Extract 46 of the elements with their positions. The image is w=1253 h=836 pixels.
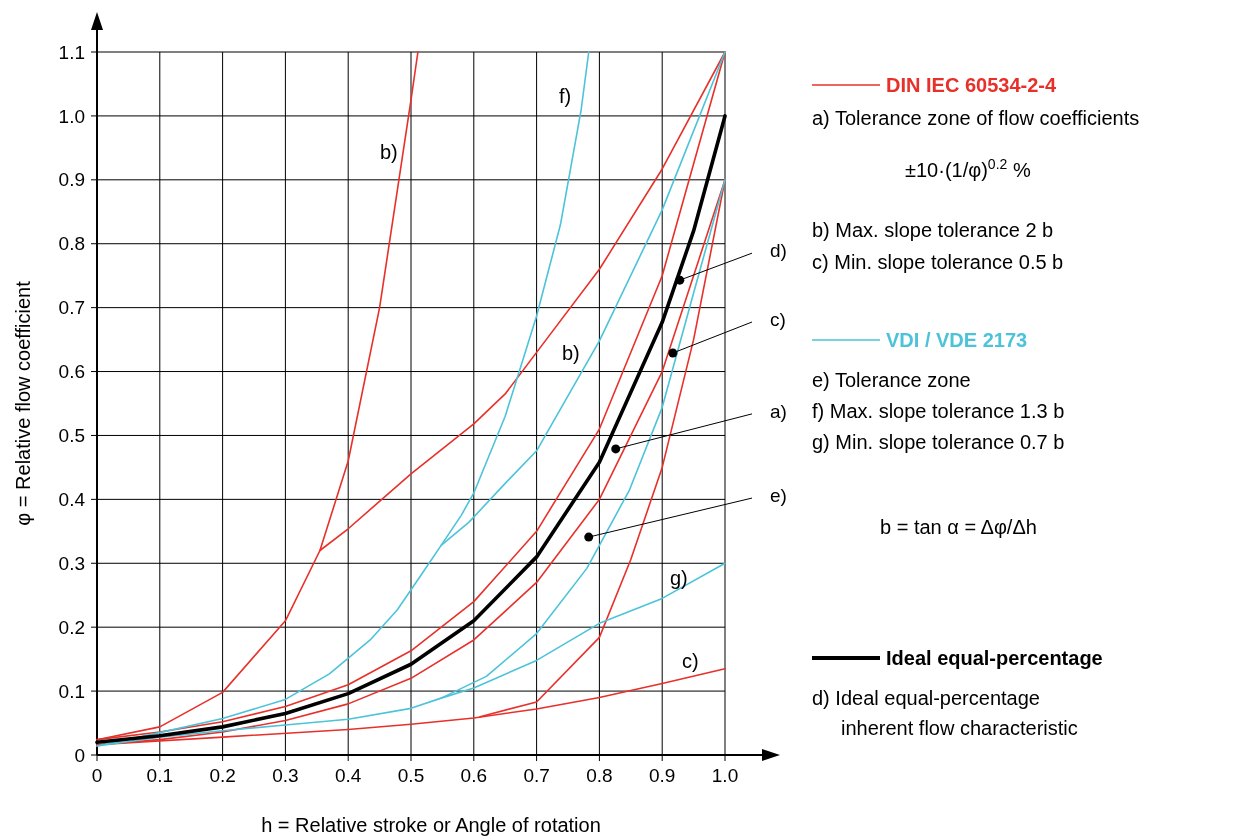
text: ±10·(1/φ)$^{0.2}$ % bbox=[905, 156, 1031, 181]
y-tick-label: 0.9 bbox=[58, 169, 85, 191]
annotation: d) bbox=[770, 239, 787, 261]
x-tick-label: 0.9 bbox=[648, 765, 676, 786]
y-tick-label: 0.4 bbox=[58, 489, 86, 511]
text: e) Tolerance zone bbox=[812, 369, 971, 391]
y-tick-label: 0.7 bbox=[58, 297, 85, 319]
legend-label: VDI / VDE 2173 bbox=[886, 329, 1028, 351]
x-tick-label: 0.1 bbox=[146, 765, 174, 786]
x-tick-label: 0.6 bbox=[460, 765, 488, 786]
y-axis-title: φ = Relative flow coefficient bbox=[12, 280, 34, 526]
annotation: f) bbox=[559, 85, 572, 107]
text: f) Max. slope tolerance 1.3 b bbox=[812, 400, 1065, 422]
x-tick-label: 0.3 bbox=[272, 765, 299, 786]
text: b = tan α = Δφ/Δh bbox=[880, 516, 1037, 538]
y-tick-label: 0.1 bbox=[58, 680, 85, 702]
legend-label: Ideal equal-percentage bbox=[886, 647, 1103, 669]
text: d) Ideal equal-percentage inherent flow characteristic bbox=[812, 687, 1078, 739]
y-tick-label: 0.6 bbox=[58, 361, 85, 383]
x-tick-label: 1.0 bbox=[711, 765, 739, 786]
y-tick-label: 0.3 bbox=[58, 552, 85, 574]
legend-label: DIN IEC 60534-2-4 bbox=[886, 74, 1057, 96]
text: g) Min. slope tolerance 0.7 b bbox=[812, 431, 1065, 453]
y-tick-label: 0 bbox=[74, 744, 85, 766]
annotation: b) bbox=[380, 141, 398, 163]
x-tick-label: 0.7 bbox=[523, 765, 550, 786]
annotation: c) bbox=[770, 308, 786, 330]
y-tick-label: 1.1 bbox=[58, 41, 85, 63]
y-tick-label: 0.8 bbox=[58, 233, 85, 255]
text: a) Tolerance zone of flow coefficients bbox=[812, 107, 1140, 129]
text: c) Min. slope tolerance 0.5 b bbox=[812, 251, 1064, 273]
text: b) Max. slope tolerance 2 b bbox=[812, 219, 1054, 241]
annotation: b) bbox=[562, 342, 580, 364]
annotation: c) bbox=[682, 650, 699, 672]
annotation: e) bbox=[770, 484, 787, 506]
x-tick-label: 0.8 bbox=[586, 765, 613, 786]
y-tick-label: 1.0 bbox=[58, 105, 85, 127]
x-tick-label: 0.2 bbox=[209, 765, 236, 786]
x-axis-title: h = Relative stroke or Angle of rotation bbox=[261, 814, 601, 836]
y-tick-label: 0.5 bbox=[58, 425, 85, 447]
annotation: a) bbox=[770, 400, 787, 422]
x-tick-label: 0 bbox=[91, 765, 103, 786]
x-tick-label: 0.4 bbox=[334, 765, 362, 786]
annotation: g) bbox=[670, 567, 688, 589]
x-tick-label: 0.5 bbox=[397, 765, 425, 786]
y-tick-label: 0.2 bbox=[58, 616, 85, 638]
